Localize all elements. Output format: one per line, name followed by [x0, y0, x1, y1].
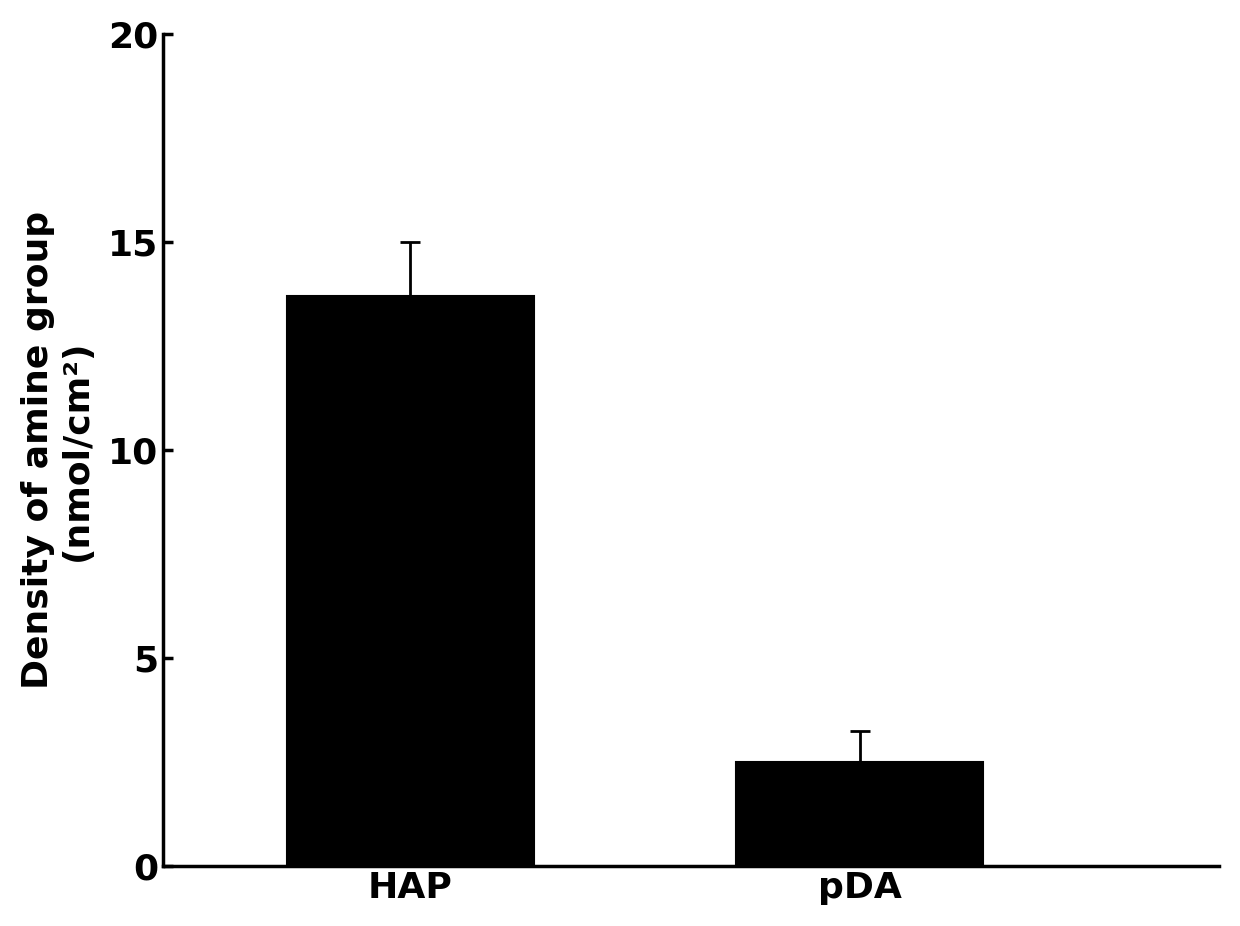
Y-axis label: Density of amine group
(nmol/cm²): Density of amine group (nmol/cm²) — [21, 211, 94, 689]
Bar — [737, 762, 983, 867]
Bar — [286, 296, 534, 867]
